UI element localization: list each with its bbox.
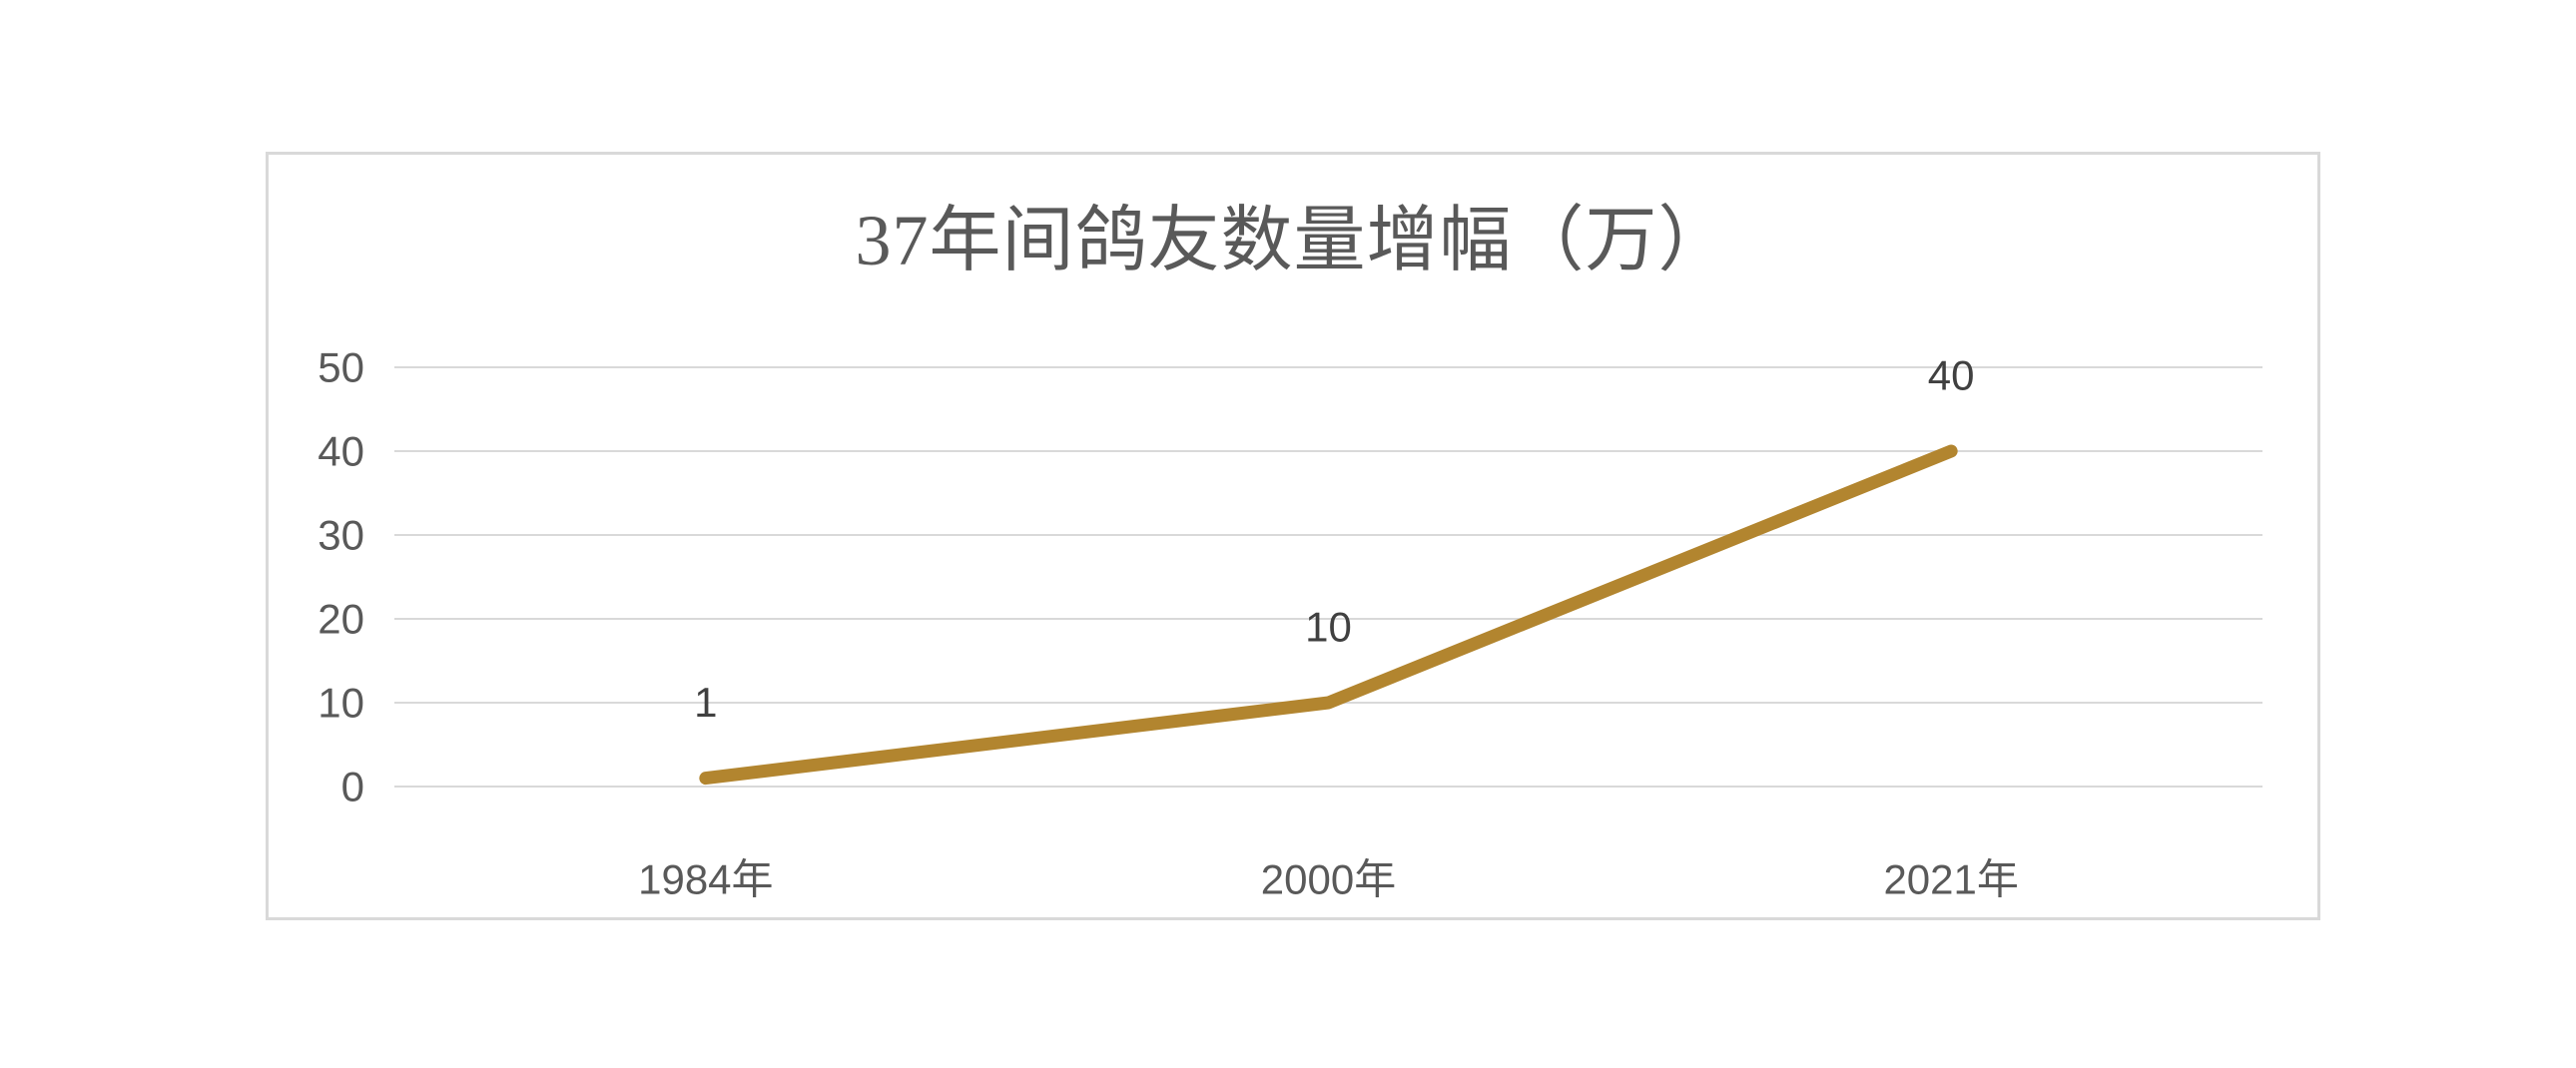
chart-svg: 0 10 20 30 40 50 1 10 40 1984年 2000年 2021年 (318, 344, 2262, 903)
y-tick-label-10: 10 (318, 680, 364, 727)
y-tick-label-50: 50 (318, 344, 364, 391)
data-label-2: 40 (1928, 352, 1975, 399)
x-axis-label-0: 1984年 (638, 856, 773, 903)
y-tick-label-20: 20 (318, 596, 364, 643)
line-series (699, 444, 1958, 786)
chart-title: 37年间鸽友数量增幅（万） (855, 201, 1731, 280)
x-axis-label-2: 2021年 (1883, 856, 2018, 903)
y-tick-label-40: 40 (318, 428, 364, 475)
chart-area[interactable]: 37年间鸽友数量增幅（万） 0 10 20 30 40 50 1 10 40 1984年 2000年… (266, 152, 2320, 920)
data-label-0: 1 (694, 679, 717, 726)
y-tick-label-0: 0 (341, 764, 364, 810)
data-label-1: 10 (1305, 604, 1352, 651)
y-tick-label-30: 30 (318, 512, 364, 559)
x-axis-label-1: 2000年 (1261, 856, 1396, 903)
